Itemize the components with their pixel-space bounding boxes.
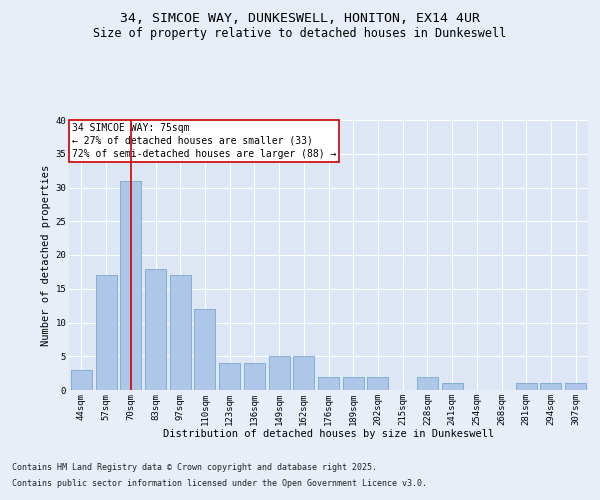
Y-axis label: Number of detached properties: Number of detached properties [41, 164, 52, 346]
X-axis label: Distribution of detached houses by size in Dunkeswell: Distribution of detached houses by size … [163, 429, 494, 439]
Bar [541, 383, 562, 390]
Bar [442, 383, 463, 390]
Bar [417, 376, 438, 390]
Bar [170, 275, 191, 390]
Bar [71, 370, 92, 390]
Bar [120, 180, 141, 390]
Bar [95, 275, 116, 390]
Text: Size of property relative to detached houses in Dunkeswell: Size of property relative to detached ho… [94, 28, 506, 40]
Bar [244, 363, 265, 390]
Bar [343, 376, 364, 390]
Text: Contains HM Land Registry data © Crown copyright and database right 2025.: Contains HM Land Registry data © Crown c… [12, 464, 377, 472]
Bar [269, 356, 290, 390]
Bar [145, 268, 166, 390]
Bar [516, 383, 537, 390]
Text: 34 SIMCOE WAY: 75sqm
← 27% of detached houses are smaller (33)
72% of semi-detac: 34 SIMCOE WAY: 75sqm ← 27% of detached h… [71, 122, 336, 159]
Bar [367, 376, 388, 390]
Text: Contains public sector information licensed under the Open Government Licence v3: Contains public sector information licen… [12, 478, 427, 488]
Bar [219, 363, 240, 390]
Bar [194, 309, 215, 390]
Bar [318, 376, 339, 390]
Text: 34, SIMCOE WAY, DUNKESWELL, HONITON, EX14 4UR: 34, SIMCOE WAY, DUNKESWELL, HONITON, EX1… [120, 12, 480, 26]
Bar [293, 356, 314, 390]
Bar [565, 383, 586, 390]
